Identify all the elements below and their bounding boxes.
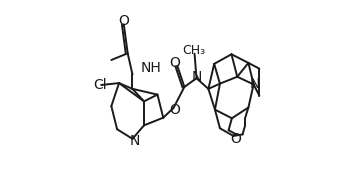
- Text: O: O: [230, 132, 241, 146]
- Text: O: O: [118, 14, 129, 28]
- Text: N: N: [130, 134, 140, 148]
- Text: NH: NH: [140, 61, 161, 75]
- Text: N: N: [250, 77, 260, 91]
- Text: CH₃: CH₃: [182, 44, 205, 57]
- Text: O: O: [169, 103, 180, 117]
- Text: Cl: Cl: [93, 78, 107, 92]
- Text: N: N: [192, 70, 202, 84]
- Text: O: O: [169, 56, 180, 70]
